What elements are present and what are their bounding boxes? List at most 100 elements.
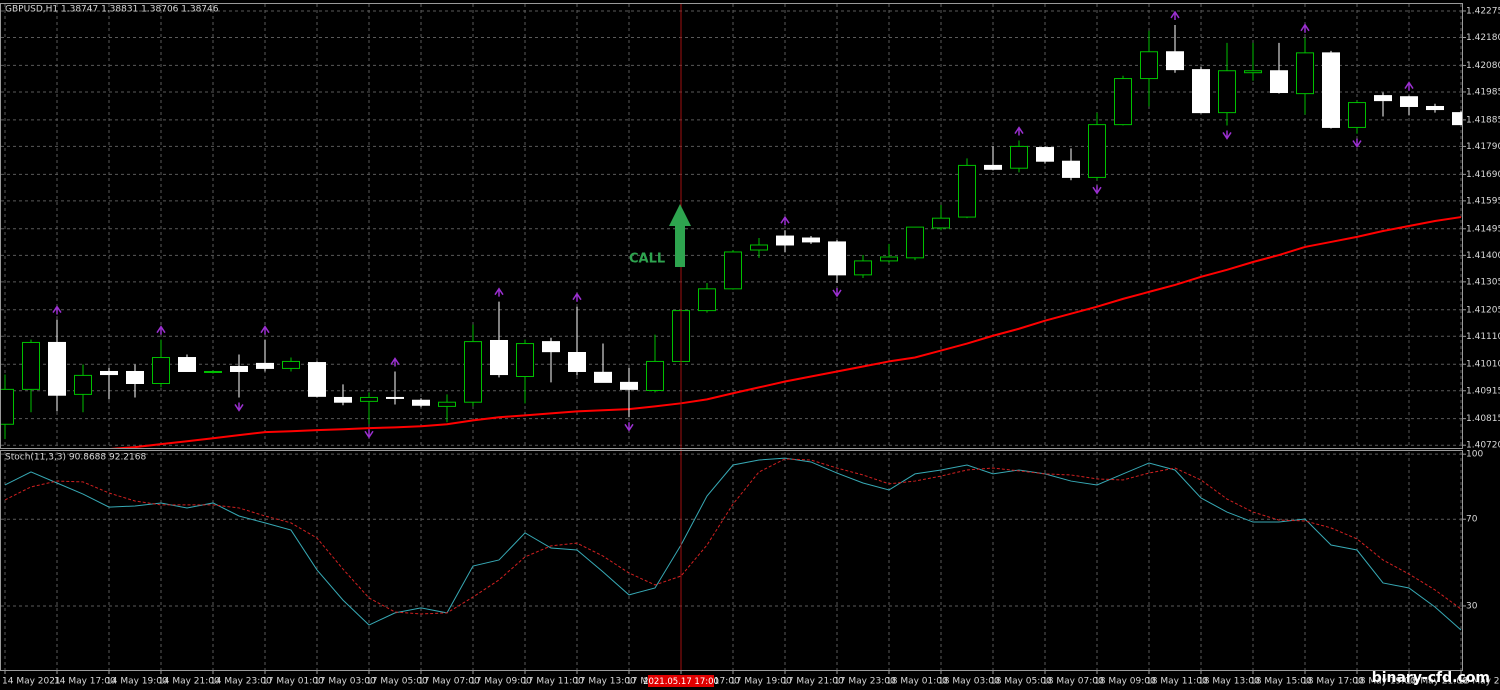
stoch-line xyxy=(4,457,1462,631)
candle-body xyxy=(100,370,118,376)
x-tick-label: 14 May 21:00 xyxy=(158,677,220,687)
y-tick-label: 100 xyxy=(1466,450,1483,460)
x-tick-label: 18 May 01:00 xyxy=(886,677,948,687)
y-tick-label: 1.41985 xyxy=(1466,87,1500,97)
stoch-plot xyxy=(1,452,1462,670)
moving-average xyxy=(110,216,1462,448)
y-tick-label: 1.41110 xyxy=(1466,332,1500,342)
x-tick-label: 14 May 2021 xyxy=(2,677,61,687)
candle-body xyxy=(334,396,352,403)
call-arrow xyxy=(669,204,691,267)
x-tick-label: 18 May 11:00 xyxy=(1146,677,1208,687)
y-tick-label: 1.41790 xyxy=(1466,142,1500,152)
x-tick-label: 18 May 07:00 xyxy=(1042,677,1104,687)
candle-body xyxy=(1010,145,1028,169)
y-tick-label: 1.41400 xyxy=(1466,251,1500,261)
candle-body xyxy=(1088,124,1106,178)
x-tick-label: 14 May 23:00 xyxy=(210,677,272,687)
candle-body xyxy=(308,362,326,397)
candle-body xyxy=(1374,95,1392,102)
y-tick-label: 1.42080 xyxy=(1466,61,1500,71)
y-tick-label: 1.42180 xyxy=(1466,33,1500,43)
x-tick-label: 18 May 13:00 xyxy=(1198,677,1260,687)
candle-body xyxy=(542,341,560,353)
main-frame xyxy=(0,3,1463,449)
candle-body xyxy=(48,341,66,396)
candle-body xyxy=(22,341,40,390)
x-tick-label: 18 May 09:00 xyxy=(1094,677,1156,687)
candle-body xyxy=(74,374,92,395)
candle-body xyxy=(984,164,1002,170)
candle-body xyxy=(1452,112,1462,126)
fractal-up xyxy=(780,215,790,226)
candle-body xyxy=(152,357,170,384)
x-tick-label: 18 May 05:00 xyxy=(990,677,1052,687)
x-tick-label: 17 May 05:00 xyxy=(366,677,428,687)
fractal-up xyxy=(390,357,400,367)
candle-body xyxy=(516,343,534,378)
fractal-up xyxy=(1170,10,1180,20)
candle-body xyxy=(230,365,248,372)
candle-body xyxy=(1062,160,1080,178)
x-tick-label: 18 May 03:00 xyxy=(938,677,1000,687)
candle-body xyxy=(1036,147,1054,162)
fractal-down xyxy=(234,402,244,412)
x-tick-label: 17 May 21:00 xyxy=(782,677,844,687)
cursor-time: 2021.05.17 17:00 xyxy=(643,677,719,687)
x-tick-label: 17 May 19:00 xyxy=(730,677,792,687)
y-tick-label: 1.41595 xyxy=(1466,196,1500,206)
candle-body xyxy=(204,370,222,373)
y-tick-label: 1.40720 xyxy=(1466,441,1500,451)
y-tick-label: 1.40815 xyxy=(1466,414,1500,424)
candle-body xyxy=(282,360,300,369)
watermark: binary-cfd.com xyxy=(1372,670,1490,686)
x-tick-label: 18 May 21:00 xyxy=(1406,677,1468,687)
candle-body xyxy=(1244,70,1262,74)
x-tick-label: 18 May 19:00 xyxy=(1354,677,1416,687)
candle-body xyxy=(1426,105,1444,111)
y-tick-label: 1.41205 xyxy=(1466,305,1500,315)
y-tick-label: 1.41010 xyxy=(1466,360,1500,370)
candle-body xyxy=(1,388,14,425)
candle-body xyxy=(802,237,820,243)
candle-body xyxy=(776,235,794,246)
fractal-down xyxy=(1092,185,1102,195)
x-tick-label: 17 May 01:00 xyxy=(262,677,324,687)
x-tick-label: 17 May 09:00 xyxy=(470,677,532,687)
candle-body xyxy=(256,362,274,369)
fractal-up xyxy=(260,325,270,335)
fractal-up xyxy=(494,287,504,297)
x-tick-label: 18 May 15:00 xyxy=(1250,677,1312,687)
y-tick-label: 1.41495 xyxy=(1466,224,1500,234)
x-tick-label: 17 May 11:00 xyxy=(522,677,584,687)
x-tick-label: 18 May 17:00 xyxy=(1302,677,1364,687)
main-title: GBPUSD,H1 1.38747 1.38831 1.38706 1.3874… xyxy=(5,5,219,15)
x-tick-label: 17 May 03:00 xyxy=(314,677,376,687)
candle-body xyxy=(646,360,664,391)
candle-body xyxy=(1322,52,1340,128)
stoch-frame xyxy=(0,450,1463,671)
x-tick-label: 17 May 23:00 xyxy=(834,677,896,687)
fractal-up xyxy=(156,325,166,335)
x-tick-label: 17 May 07:00 xyxy=(418,677,480,687)
cursor-time-box xyxy=(648,675,714,687)
candle-body xyxy=(620,381,638,390)
candle-body xyxy=(854,260,872,276)
candle-body xyxy=(360,396,378,402)
candle-body xyxy=(1348,102,1366,128)
candle-body xyxy=(1400,96,1418,107)
y-tick-label: 70 xyxy=(1466,515,1478,525)
candle-body xyxy=(464,341,482,403)
y-tick-label: 1.41885 xyxy=(1466,115,1500,125)
candle-body xyxy=(412,399,430,406)
main-plot xyxy=(1,4,1462,448)
candle-body xyxy=(490,339,508,376)
overlay: 1.42275 1.42180 1.42080 1.41985 1.41885 1.417… xyxy=(629,4,1500,687)
candle-body xyxy=(386,396,404,399)
y-tick-label: 1.41305 xyxy=(1466,277,1500,287)
candle-body xyxy=(906,226,924,259)
candle-body xyxy=(1166,51,1184,71)
candle-body xyxy=(126,370,144,384)
